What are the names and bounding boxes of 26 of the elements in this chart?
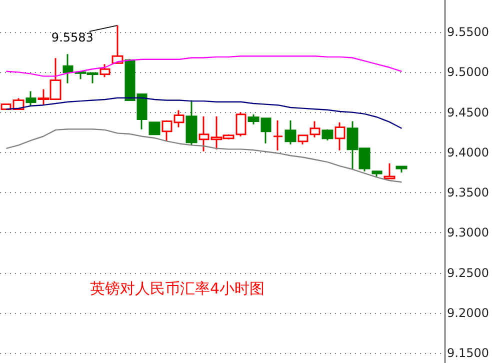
y-tick-label: 9.3000 [447,226,490,240]
candlestick [372,170,382,178]
y-tick-label: 9.5000 [447,65,490,80]
line-series [6,56,402,77]
annotation: 9.5583 [51,30,94,44]
candlestick [322,128,334,142]
y-tick-label: 9.2500 [447,266,490,280]
candlestick [112,24,124,64]
text: 英镑对人民币汇率4小时图 [90,280,265,298]
candlestick [396,166,408,174]
candlestick [334,122,346,152]
candlestick [148,122,160,136]
line-series [6,97,402,129]
candlestick [26,90,36,108]
candlestick [284,120,296,146]
y-tick-label: 9.4500 [447,105,490,120]
y-tick-label: 9.2000 [447,306,490,320]
candlestick [272,120,284,152]
candlestick [100,63,110,78]
y-tick-label: 9.5500 [447,25,490,40]
candlestick [384,162,396,180]
y-tick-label: 9.1500 [447,346,490,360]
y-tick-label: 9.3500 [447,186,490,200]
y-tick-label: 9.4000 [447,145,490,160]
candlestick [62,53,74,84]
candlestick [186,100,198,146]
